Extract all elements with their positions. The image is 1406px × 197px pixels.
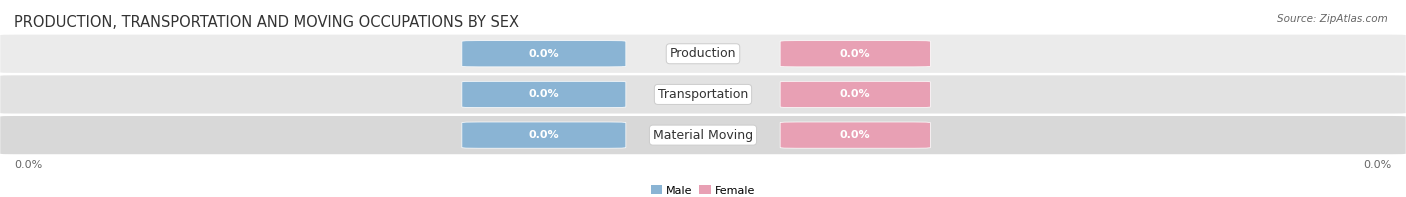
Text: 0.0%: 0.0% [839,49,870,59]
FancyBboxPatch shape [0,116,1406,154]
FancyBboxPatch shape [780,41,931,67]
Text: Transportation: Transportation [658,88,748,101]
Text: 0.0%: 0.0% [529,130,560,140]
Text: 0.0%: 0.0% [1364,160,1392,170]
Text: 0.0%: 0.0% [14,160,42,170]
FancyBboxPatch shape [461,81,626,108]
FancyBboxPatch shape [780,81,931,108]
Text: 0.0%: 0.0% [529,89,560,99]
FancyBboxPatch shape [461,41,626,67]
Text: PRODUCTION, TRANSPORTATION AND MOVING OCCUPATIONS BY SEX: PRODUCTION, TRANSPORTATION AND MOVING OC… [14,15,519,30]
Legend: Male, Female: Male, Female [647,181,759,197]
Text: Material Moving: Material Moving [652,129,754,142]
Text: 0.0%: 0.0% [839,130,870,140]
Text: Production: Production [669,47,737,60]
FancyBboxPatch shape [780,122,931,148]
Text: Source: ZipAtlas.com: Source: ZipAtlas.com [1277,14,1388,24]
FancyBboxPatch shape [461,122,626,148]
Text: 0.0%: 0.0% [839,89,870,99]
Text: 0.0%: 0.0% [529,49,560,59]
FancyBboxPatch shape [0,35,1406,73]
FancyBboxPatch shape [0,75,1406,113]
